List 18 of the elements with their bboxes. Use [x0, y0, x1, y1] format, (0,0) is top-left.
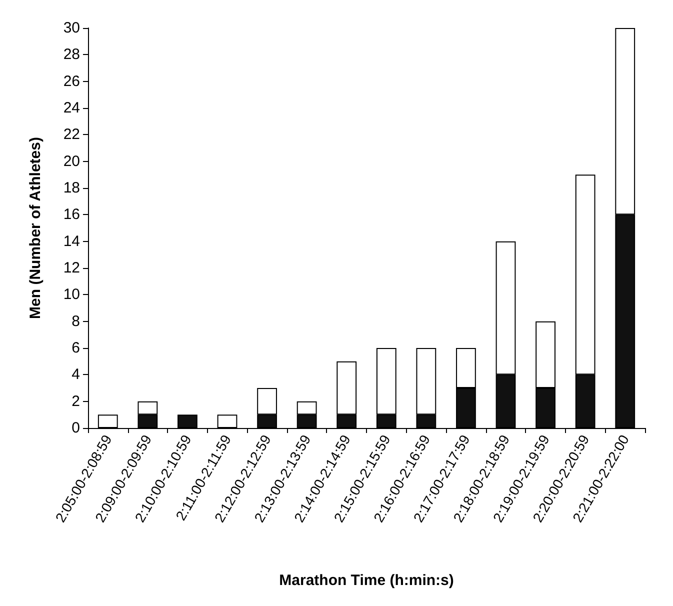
y-tick-label: 10 — [63, 286, 80, 304]
y-tick-label: 2 — [72, 392, 80, 410]
y-tick-label: 24 — [63, 100, 80, 116]
y-tick-label: 30 — [63, 20, 80, 36]
y-tick-label: 14 — [63, 232, 80, 250]
y-tick-label: 6 — [72, 340, 80, 356]
y-tick-label: 22 — [63, 126, 80, 144]
y-tick-label: 0 — [72, 420, 80, 436]
y-tick-label: 8 — [72, 312, 80, 330]
y-tick-label: 26 — [63, 72, 80, 90]
y-tick-label: 20 — [63, 152, 80, 170]
y-tick-label: 18 — [63, 180, 80, 196]
y-tick-label: 28 — [63, 46, 80, 64]
x-axis-title: Marathon Time (h:min:s) — [279, 572, 454, 589]
y-axis-title: Men (Number of Athletes) — [27, 137, 44, 319]
y-tick-label: 4 — [72, 366, 80, 384]
y-tick-label: 16 — [63, 206, 80, 224]
y-tick-label: 12 — [63, 260, 80, 276]
